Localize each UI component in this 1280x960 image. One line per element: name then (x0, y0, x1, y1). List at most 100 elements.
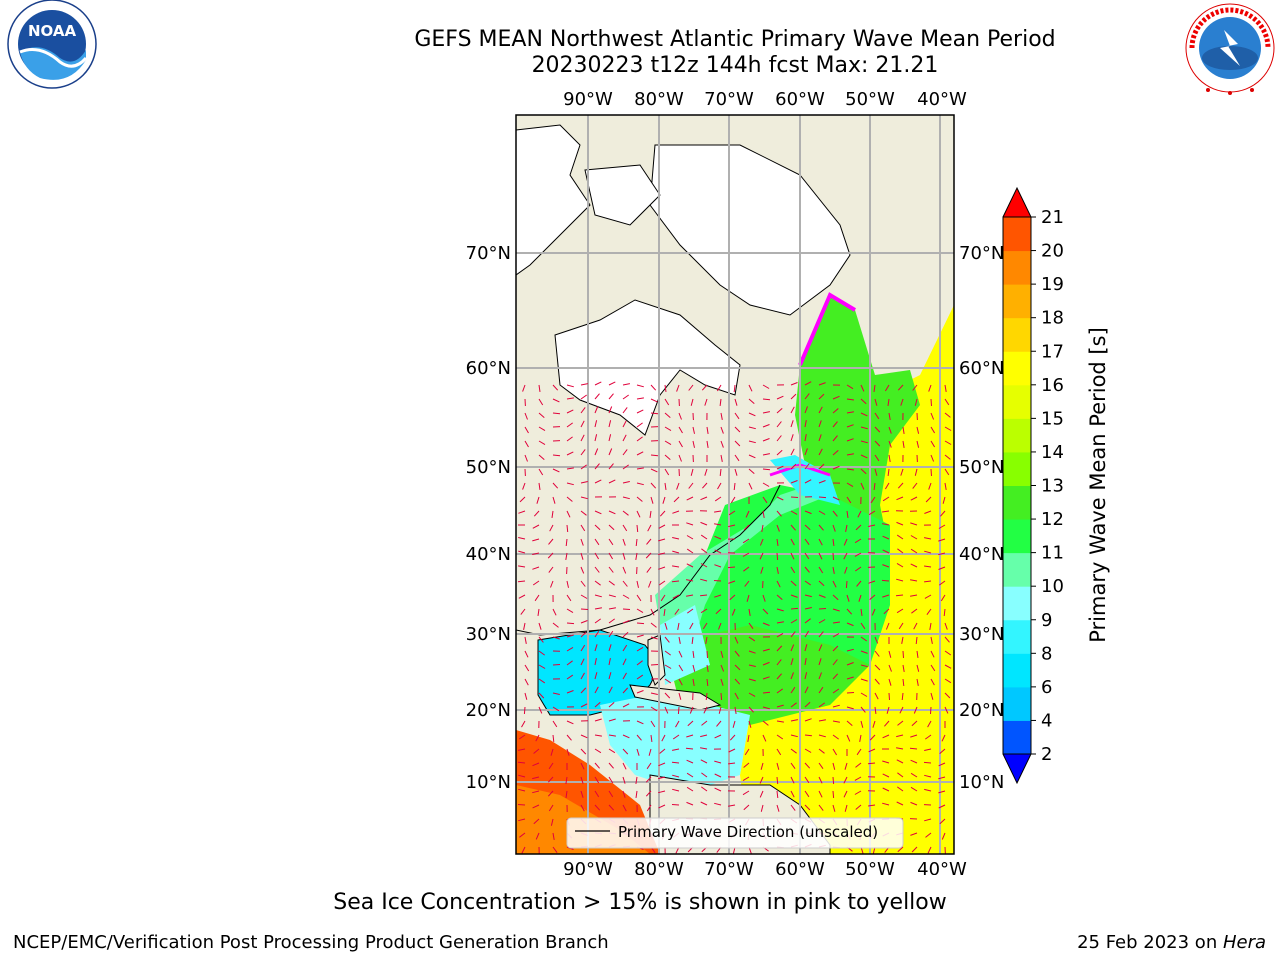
wave-direction-arrow (689, 706, 694, 714)
wave-direction-arrow (776, 645, 783, 652)
wave-direction-arrow (700, 521, 708, 526)
wave-direction-arrow (659, 510, 666, 517)
wave-direction-arrow (664, 678, 672, 684)
wave-direction-arrow (608, 479, 616, 484)
wave-direction-arrow (594, 702, 601, 708)
wave-direction-arrow (523, 706, 526, 715)
machine-name: Hera (1222, 932, 1266, 953)
wave-direction-arrow (818, 480, 826, 484)
wave-direction-arrow (650, 720, 656, 728)
wave-direction-arrow (882, 594, 890, 598)
wave-direction-arrow (547, 790, 554, 797)
wave-direction-arrow (594, 580, 601, 586)
wave-direction-arrow (566, 594, 572, 602)
wave-direction-arrow (896, 734, 904, 738)
wave-direction-arrow (580, 703, 588, 708)
wave-direction-arrow (608, 566, 614, 573)
wave-direction-arrow (718, 622, 722, 630)
wave-direction-arrow (846, 622, 854, 627)
wave-direction-arrow (855, 566, 862, 572)
wave-direction-arrow (580, 449, 586, 456)
wave-direction-arrow (868, 804, 876, 807)
lat-label-right-30n: 30°N (959, 624, 1004, 645)
wave-direction-arrow (938, 762, 946, 767)
wave-direction-arrow (804, 686, 809, 694)
wave-direction-arrow (888, 664, 892, 672)
wave-direction-arrow (608, 510, 616, 515)
wave-direction-arrow (874, 468, 878, 476)
wave-direction-arrow (635, 538, 638, 547)
wave-direction-arrow (692, 678, 695, 686)
wave-direction-arrow (671, 804, 680, 806)
wave-direction-arrow (818, 510, 826, 515)
wave-direction-arrow (594, 594, 602, 598)
wave-direction-arrow (594, 776, 600, 784)
wave-direction-arrow (944, 482, 947, 490)
wave-direction-arrow (748, 454, 756, 459)
wave-direction-arrow (636, 496, 643, 502)
wave-direction-arrow (748, 678, 756, 682)
wave-direction-arrow (883, 608, 890, 615)
wave-direction-arrow (594, 630, 600, 638)
wave-direction-arrow (700, 578, 708, 582)
wave-direction-arrow (944, 412, 951, 418)
wave-direction-arrow (844, 566, 848, 574)
wave-direction-arrow (832, 580, 837, 588)
wave-direction-arrow (608, 618, 615, 624)
wave-direction-arrow (860, 608, 863, 616)
wave-direction-arrow (535, 734, 540, 742)
wave-direction-arrow (701, 786, 708, 792)
wave-direction-arrow (636, 622, 645, 625)
wave-direction-arrow (748, 664, 756, 667)
caribbean-sea (600, 695, 750, 785)
wave-direction-arrow (790, 538, 795, 546)
wave-direction-arrow (647, 524, 652, 532)
wave-direction-arrow (636, 634, 644, 638)
wave-direction-arrow (944, 692, 951, 699)
wave-direction-arrow (882, 535, 890, 540)
wave-direction-arrow (719, 468, 722, 476)
wave-direction-arrow (804, 762, 811, 769)
wave-direction-arrow (594, 510, 602, 515)
wave-direction-arrow (818, 790, 823, 798)
wave-direction-arrow (538, 468, 544, 476)
wave-direction-arrow (938, 538, 946, 542)
wave-direction-arrow (678, 664, 684, 672)
wave-direction-arrow (518, 565, 526, 568)
wave-direction-arrow (594, 524, 601, 531)
wave-direction-arrow (608, 762, 614, 769)
wave-direction-arrow (566, 436, 573, 442)
wave-direction-arrow (860, 384, 865, 392)
wave-direction-arrow (882, 523, 890, 526)
wave-direction-arrow (884, 384, 890, 392)
wave-direction-arrow (732, 720, 736, 728)
wave-direction-arrow (552, 454, 561, 457)
wave-direction-arrow (734, 692, 739, 700)
lat-label-right-70n: 70°N (959, 243, 1004, 264)
wave-direction-arrow (818, 719, 826, 722)
wave-direction-arrow (689, 622, 694, 630)
wave-direction-arrow (895, 594, 904, 597)
wave-direction-arrow (901, 636, 904, 644)
wave-direction-arrow (910, 786, 918, 792)
wave-direction-arrow (804, 804, 811, 811)
wave-direction-arrow (538, 398, 544, 406)
wave-direction-arrow (804, 406, 808, 414)
wave-direction-arrow (671, 761, 680, 764)
wave-direction-arrow (715, 608, 722, 615)
wave-direction-arrow (856, 580, 862, 587)
wave-direction-arrow (916, 426, 920, 434)
wave-direction-arrow (676, 384, 680, 392)
wave-direction-arrow (748, 440, 756, 444)
wave-direction-arrow (645, 552, 652, 559)
wave-direction-arrow (882, 510, 890, 513)
wave-direction-arrow (760, 566, 764, 574)
wave-direction-arrow (636, 660, 643, 666)
wave-direction-arrow (608, 718, 616, 722)
wave-direction-arrow (804, 434, 807, 442)
wave-direction-arrow (636, 690, 644, 694)
wave-direction-arrow (517, 804, 526, 806)
wave-direction-arrow (594, 762, 600, 769)
wave-direction-arrow (910, 522, 918, 526)
wave-direction-arrow (818, 594, 826, 598)
